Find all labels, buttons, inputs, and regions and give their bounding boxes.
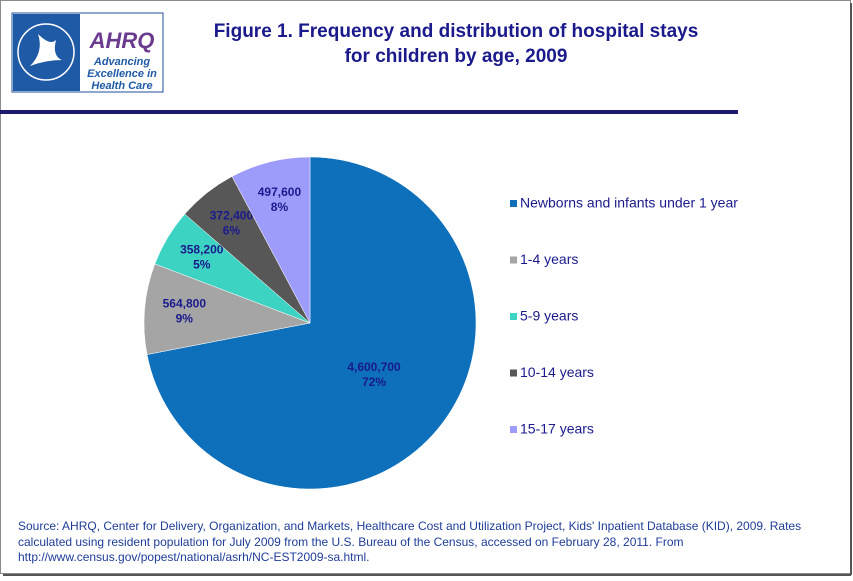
seal-ring xyxy=(17,23,75,81)
data-label: 72% xyxy=(362,375,386,389)
eagle xyxy=(30,34,62,66)
logo: AHRQ Advancing Excellence in Health Care xyxy=(11,12,164,93)
chart-title: for children by age, 2009 xyxy=(345,46,568,67)
legend-swatch xyxy=(510,200,517,207)
data-label: 9% xyxy=(176,311,194,325)
data-label: 372,400 xyxy=(210,208,254,222)
pie-slice xyxy=(231,156,311,324)
legend-label: 1-4 years xyxy=(520,251,578,267)
legend-swatch xyxy=(510,426,517,433)
legend-label: 5-9 years xyxy=(520,308,578,324)
legend-swatch xyxy=(510,369,517,377)
data-label: 564,800 xyxy=(163,296,207,310)
data-label: 497,600 xyxy=(258,185,302,199)
logo-text: Health Care xyxy=(91,80,152,92)
logo-text: Advancing xyxy=(93,56,151,68)
pie-slice xyxy=(146,156,477,490)
legend-swatch xyxy=(510,256,517,264)
data-label: 8% xyxy=(271,200,289,214)
legend-label: 15-17 years xyxy=(520,421,594,437)
chart-title: Figure 1. Frequency and distribution of … xyxy=(214,21,699,42)
data-label: 358,200 xyxy=(180,242,224,256)
legend-swatch xyxy=(510,313,517,320)
data-label: 4,600,700 xyxy=(347,360,401,374)
pie-slice xyxy=(143,263,311,355)
logo-title: AHRQ xyxy=(89,28,155,53)
source-note: calculated using resident population for… xyxy=(18,535,683,549)
legend-label: 10-14 years xyxy=(520,364,594,380)
logo-text: Excellence in xyxy=(87,68,157,80)
data-label: 6% xyxy=(223,223,241,237)
source-note: http://www.census.gov/popest/national/as… xyxy=(18,550,370,564)
data-label: 5% xyxy=(193,257,211,271)
source-note: Source: AHRQ, Center for Delivery, Organ… xyxy=(18,519,801,533)
legend-label: Newborns and infants under 1 year xyxy=(520,195,738,211)
